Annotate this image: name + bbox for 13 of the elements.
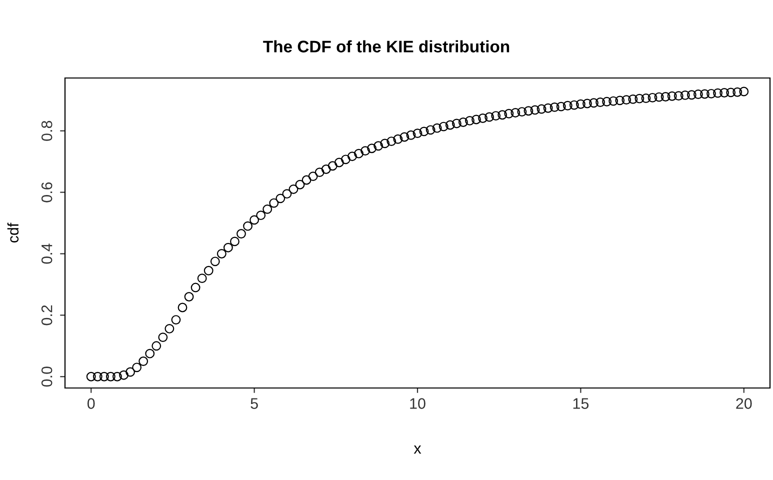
y-tick-label: 0.6 [41,182,52,202]
x-axis-title: x [414,446,422,454]
y-tick-label: 0.4 [41,244,52,264]
y-tick-label: 0.8 [41,120,52,141]
y-axis-title: cdf [7,222,19,243]
y-tick-label: 0.0 [41,366,52,387]
y-tick-label: 0.2 [41,305,52,326]
chart-title: The CDF of the KIE distribution [263,40,510,52]
x-tick-label: 5 [250,398,258,409]
x-tick-label: 20 [736,398,752,409]
x-tick-label: 0 [87,398,95,409]
x-tick-label: 10 [410,398,426,409]
x-tick-label: 15 [573,398,589,409]
